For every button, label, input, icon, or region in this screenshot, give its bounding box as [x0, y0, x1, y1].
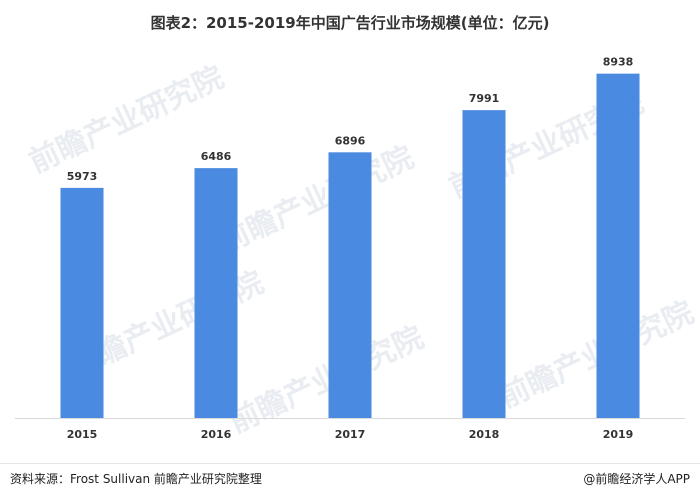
bar-2017: [328, 152, 372, 419]
bar-2018: [462, 110, 506, 419]
x-tick-label-2016: 2016: [201, 428, 232, 441]
chart-title: 图表2：2015-2019年中国广告行业市场规模(单位：亿元): [150, 14, 550, 32]
data-label-2017: 6896: [335, 134, 366, 147]
x-tick-label-2019: 2019: [603, 428, 634, 441]
data-label-2018: 7991: [469, 92, 500, 105]
footer-divider: [0, 463, 700, 464]
data-label-2016: 6486: [201, 150, 232, 163]
x-tick-label-2015: 2015: [67, 428, 98, 441]
data-label-2019: 8938: [603, 56, 634, 69]
brand-credit: @前瞻经济学人APP: [583, 472, 690, 486]
bar-2015: [60, 187, 104, 418]
bar-2016: [194, 168, 238, 418]
x-tick-label-2017: 2017: [335, 428, 366, 441]
bar-2019: [596, 73, 640, 418]
x-tick-label-2018: 2018: [469, 428, 500, 441]
data-label-2015: 5973: [67, 170, 98, 183]
source-note: 资料来源：Frost Sullivan 前瞻产业研究院整理: [10, 472, 262, 486]
